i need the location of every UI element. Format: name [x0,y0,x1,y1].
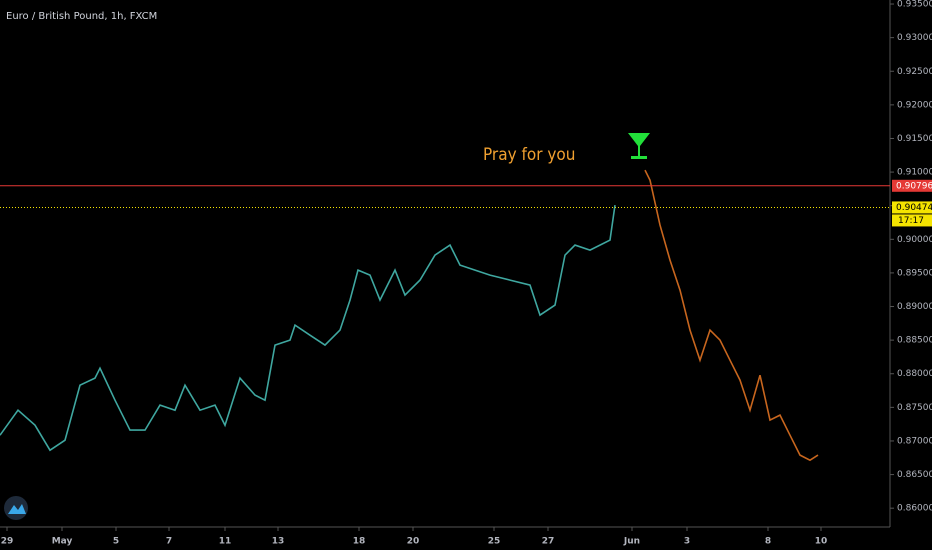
y-tick-label: 0.87500 [897,403,932,413]
y-tick-label: 0.86500 [897,470,932,480]
y-tick-label: 0.91500 [897,134,932,144]
y-tick-label: 0.88500 [897,336,932,346]
y-tick-label: 0.88000 [897,369,932,379]
price-label-box [892,179,932,192]
x-tick-label: 5 [113,537,119,547]
y-tick-label: 0.90000 [897,235,932,245]
y-tick-label: 0.89000 [897,302,932,312]
x-tick-label: 29 [1,537,14,547]
y-tick-label: 0.93000 [897,33,932,43]
annotation: Pray for you [483,145,575,165]
x-tick-label: 20 [407,537,420,547]
x-tick-label: 27 [542,537,555,547]
y-tick-label: 0.93500 [897,0,932,10]
cocktail-icon [628,133,650,159]
x-tick-label: 18 [353,537,366,547]
x-tick-label: 7 [166,537,172,547]
x-tick-label: 25 [488,537,501,547]
x-tick-label: 3 [684,537,690,547]
y-tick-label: 0.92500 [897,67,932,77]
price-label: 0.90474 [896,203,932,213]
countdown: 17:17 [898,216,924,226]
y-tick-label: 0.87000 [897,436,932,446]
price-line [644,169,819,462]
x-tick-label: 11 [219,537,232,547]
x-tick-label: May [52,537,73,547]
x-tick-label: Jun [623,537,640,547]
price-label-box [892,201,932,214]
logo [4,496,28,520]
price-line [0,204,616,452]
y-tick-label: 0.91000 [897,168,932,178]
price-label: 0.90796 [896,181,932,191]
y-tick-label: 0.86000 [897,504,932,514]
y-tick-label: 0.89500 [897,268,932,278]
chart-title: Euro / British Pound, 1h, FXCM [6,11,157,22]
x-tick-label: 10 [815,537,828,547]
y-tick-label: 0.92000 [897,100,932,110]
x-tick-label: 8 [765,537,771,547]
x-tick-label: 13 [272,537,285,547]
countdown-box [892,214,932,227]
